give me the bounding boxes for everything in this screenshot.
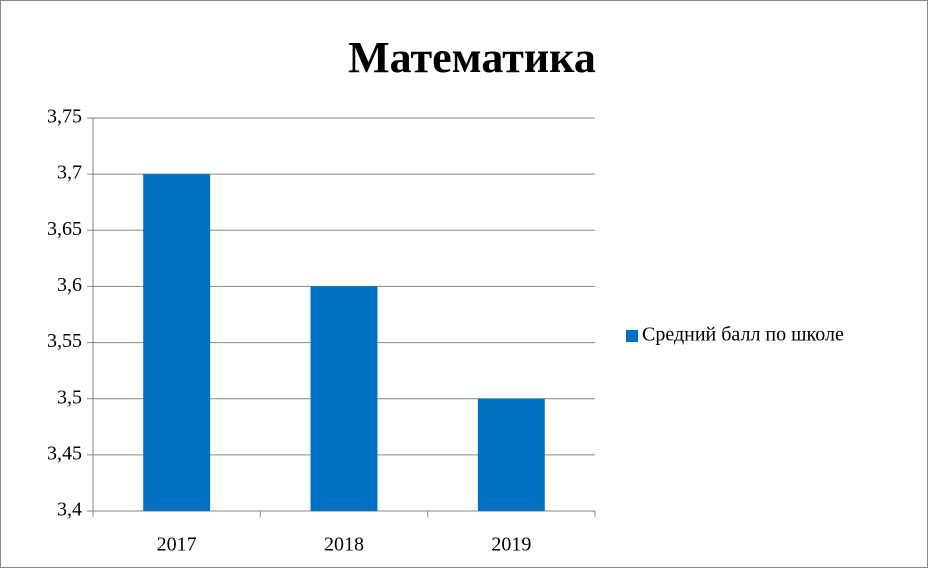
y-tick-label: 3,5: [57, 386, 82, 408]
y-tick-label: 3,65: [47, 218, 82, 240]
x-tick-label: 2019: [491, 534, 531, 556]
y-tick-label: 3,7: [57, 162, 82, 184]
y-tick-label: 3,6: [57, 274, 82, 296]
bar: [477, 398, 545, 511]
y-tick-label: 3,4: [57, 499, 82, 521]
legend-swatch: [626, 330, 638, 342]
bar: [310, 286, 378, 511]
y-tick-label: 3,75: [47, 106, 82, 128]
chart-title: Математика: [348, 33, 596, 82]
y-tick-label: 3,45: [47, 442, 82, 464]
legend-label: Средний балл по школе: [642, 324, 844, 346]
y-tick-label: 3,55: [47, 330, 82, 352]
x-tick-label: 2018: [324, 534, 364, 556]
x-tick-label: 2017: [157, 534, 197, 556]
bar: [143, 174, 211, 511]
